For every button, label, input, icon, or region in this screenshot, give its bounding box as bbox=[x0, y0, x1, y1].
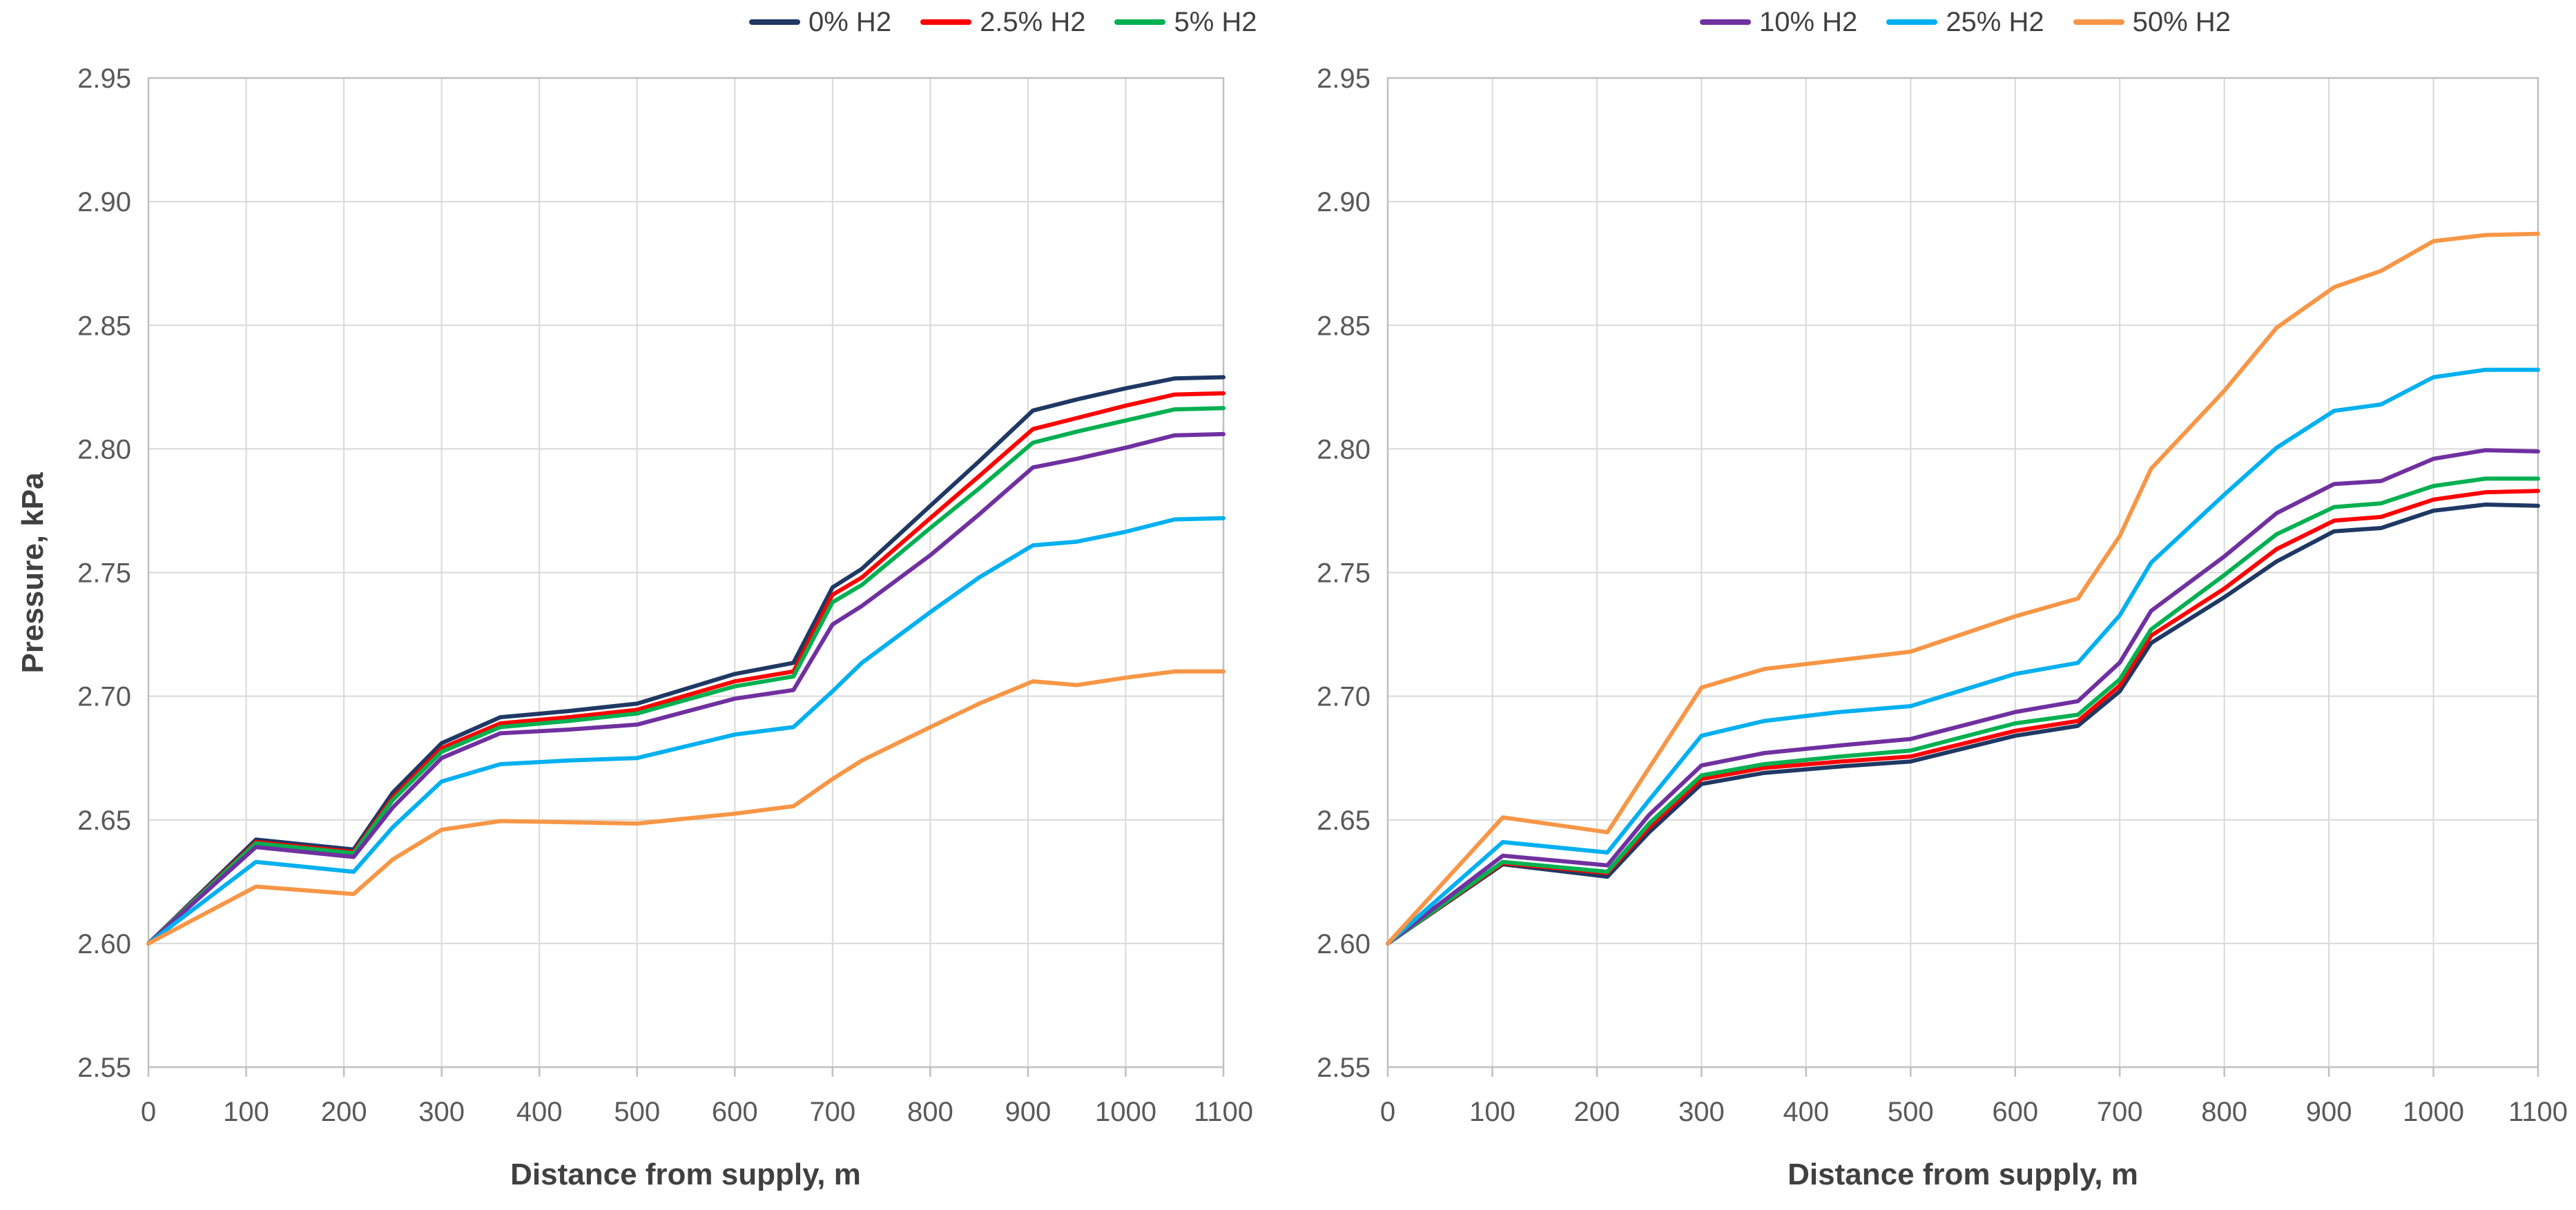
legend-item-5-h2: 5% H2 bbox=[1114, 7, 1257, 38]
x-tick-label: 900 bbox=[1005, 1097, 1052, 1127]
x-tick-label: 1100 bbox=[2508, 1097, 2568, 1127]
x-tick-label: 500 bbox=[1888, 1097, 1934, 1127]
series-line-50-h2 bbox=[146, 669, 1226, 946]
y-tick-label: 2.60 bbox=[77, 929, 131, 959]
x-tick-label: 400 bbox=[516, 1097, 563, 1127]
legend-swatch bbox=[1114, 19, 1166, 25]
y-tick-label: 2.95 bbox=[1317, 64, 1371, 94]
x-tick-label: 0 bbox=[1380, 1097, 1395, 1127]
series-line-0-h2 bbox=[1386, 502, 2540, 946]
x-tick-label: 100 bbox=[1469, 1097, 1515, 1127]
series-line-10-h2 bbox=[146, 431, 1226, 946]
chart-left: 0 100 200 300 400 500 600 700 800 900 1000 1100 2.55… bbox=[77, 64, 1253, 1127]
legend-item-25-h2: 25% H2 bbox=[1886, 7, 2044, 38]
x-tick-label: 700 bbox=[809, 1097, 855, 1127]
legend-label: 0% H2 bbox=[808, 6, 892, 37]
legend-label: 5% H2 bbox=[1174, 6, 1257, 37]
x-tick-label: 300 bbox=[1678, 1097, 1725, 1127]
y-tick-label: 2.55 bbox=[77, 1053, 131, 1083]
x-tick-label: 200 bbox=[321, 1097, 367, 1127]
legend-label: 10% H2 bbox=[1759, 6, 1858, 37]
y-tick-label: 2.65 bbox=[1317, 806, 1371, 836]
series-line-10-h2 bbox=[1386, 448, 2540, 946]
y-tick-label: 2.70 bbox=[77, 682, 131, 712]
legend-left: 0% H2 2.5% H2 5% H2 bbox=[749, 7, 1257, 37]
x-axis-title-left: Distance from supply, m bbox=[510, 1158, 861, 1191]
series-line-5-h2 bbox=[1386, 476, 2540, 946]
series-line-0-h2 bbox=[146, 375, 1226, 946]
series-line-2-5-h2 bbox=[146, 391, 1226, 946]
y-tick-label: 2.85 bbox=[77, 311, 131, 341]
y-tick-label: 2.75 bbox=[1317, 558, 1371, 589]
x-tick-label: 200 bbox=[1574, 1097, 1620, 1127]
y-tick-label: 2.95 bbox=[77, 64, 131, 94]
x-tick-label: 900 bbox=[2306, 1097, 2352, 1127]
y-tick-label: 2.60 bbox=[1317, 929, 1371, 959]
legend-swatch bbox=[749, 19, 800, 25]
y-tick-label: 2.90 bbox=[77, 187, 131, 217]
x-tick-label: 600 bbox=[712, 1097, 758, 1127]
x-tick-label: 400 bbox=[1783, 1097, 1829, 1127]
legend-item-10-h2: 10% H2 bbox=[1700, 7, 1857, 38]
x-tick-label: 0 bbox=[141, 1097, 156, 1127]
legend-swatch bbox=[2073, 19, 2124, 25]
series-line-25-h2 bbox=[146, 516, 1226, 946]
x-tick-label: 1000 bbox=[2403, 1097, 2464, 1127]
y-tick-label: 2.80 bbox=[77, 434, 131, 465]
legend-label: 2.5% H2 bbox=[980, 6, 1086, 37]
x-tick-label: 700 bbox=[2097, 1097, 2143, 1127]
y-tick-label: 2.80 bbox=[1317, 434, 1371, 465]
y-tick-label: 2.70 bbox=[1317, 682, 1371, 712]
y-tick-label: 2.85 bbox=[1317, 311, 1371, 341]
legend-swatch bbox=[920, 19, 972, 25]
legend-right: 10% H2 25% H2 50% H2 bbox=[1700, 7, 2231, 37]
legend-swatch bbox=[1886, 19, 1938, 25]
x-tick-label: 800 bbox=[2201, 1097, 2247, 1127]
series-line-25-h2 bbox=[1386, 367, 2540, 946]
x-tick-label: 600 bbox=[1992, 1097, 2038, 1127]
plot-border bbox=[1386, 77, 2539, 1068]
x-tick-label: 100 bbox=[223, 1097, 269, 1127]
x-tick-label: 1000 bbox=[1095, 1097, 1156, 1127]
legend-label: 50% H2 bbox=[2132, 6, 2231, 37]
x-axis-title-right: Distance from supply, m bbox=[1788, 1158, 2138, 1191]
plot-border bbox=[147, 77, 1225, 1068]
y-tick-label: 2.65 bbox=[77, 806, 131, 836]
y-tick-label: 2.90 bbox=[1317, 187, 1371, 217]
x-tick-label: 300 bbox=[418, 1097, 465, 1127]
y-tick-label: 2.75 bbox=[77, 558, 131, 589]
y-tick-label: 2.55 bbox=[1317, 1053, 1371, 1083]
x-tick-label: 500 bbox=[614, 1097, 660, 1127]
legend-swatch bbox=[1700, 19, 1751, 25]
x-tick-label: 800 bbox=[907, 1097, 953, 1127]
y-axis-title-left: Pressure, kPa bbox=[16, 472, 50, 674]
series-line-50-h2 bbox=[1386, 231, 2540, 946]
series-line-5-h2 bbox=[146, 406, 1226, 946]
legend-item-50-h2: 50% H2 bbox=[2073, 7, 2231, 38]
legend-label: 25% H2 bbox=[1946, 6, 2044, 37]
series-line-2-5-h2 bbox=[1386, 489, 2540, 946]
x-tick-label: 1100 bbox=[1194, 1097, 1253, 1127]
legend-item-2-5-h2: 2.5% H2 bbox=[920, 7, 1085, 38]
chart-right: 0 100 200 300 400 500 600 700 800 900 1000 1100 2.55… bbox=[1317, 64, 2568, 1127]
legend-item-0-h2: 0% H2 bbox=[749, 7, 891, 38]
